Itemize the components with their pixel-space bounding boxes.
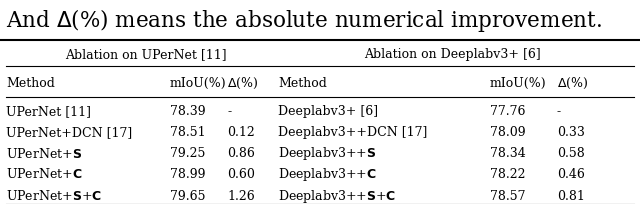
Text: 77.76: 77.76 (490, 105, 525, 118)
Text: Ablation on UPerNet [11]: Ablation on UPerNet [11] (65, 48, 227, 61)
Text: mIoU(%): mIoU(%) (170, 76, 226, 89)
Text: 78.09: 78.09 (490, 125, 525, 138)
Text: UPerNet+$\mathbf{C}$: UPerNet+$\mathbf{C}$ (6, 166, 83, 180)
Text: 78.57: 78.57 (490, 189, 525, 202)
Text: Deeplabv3++$\mathbf{S}$: Deeplabv3++$\mathbf{S}$ (278, 145, 377, 161)
Text: 0.33: 0.33 (557, 125, 585, 138)
Text: 78.22: 78.22 (490, 167, 525, 180)
Text: 78.51: 78.51 (170, 125, 205, 138)
Text: -: - (227, 105, 231, 118)
Text: 79.65: 79.65 (170, 189, 205, 202)
Text: $\Delta$(%): $\Delta$(%) (557, 75, 588, 90)
Text: $\Delta$(%): $\Delta$(%) (227, 75, 259, 90)
Text: 78.99: 78.99 (170, 167, 205, 180)
Text: 0.12: 0.12 (227, 125, 255, 138)
Text: 78.34: 78.34 (490, 146, 525, 160)
Text: 0.58: 0.58 (557, 146, 584, 160)
Text: mIoU(%): mIoU(%) (490, 76, 546, 89)
Text: 0.81: 0.81 (557, 189, 585, 202)
Text: Deeplabv3++$\mathbf{C}$: Deeplabv3++$\mathbf{C}$ (278, 165, 377, 182)
Text: 0.86: 0.86 (227, 146, 255, 160)
Text: 0.60: 0.60 (227, 167, 255, 180)
Text: Deeplabv3++$\mathbf{S}$+$\mathbf{C}$: Deeplabv3++$\mathbf{S}$+$\mathbf{C}$ (278, 187, 397, 204)
Text: UPerNet+DCN [17]: UPerNet+DCN [17] (6, 125, 132, 138)
Text: Method: Method (278, 76, 327, 89)
Text: 79.25: 79.25 (170, 146, 205, 160)
Text: UPerNet [11]: UPerNet [11] (6, 105, 92, 118)
Text: -: - (557, 105, 561, 118)
Text: 1.26: 1.26 (227, 189, 255, 202)
Text: 78.39: 78.39 (170, 105, 205, 118)
Text: Deeplabv3++DCN [17]: Deeplabv3++DCN [17] (278, 125, 428, 138)
Text: And $\Delta$(%) means the absolute numerical improvement.: And $\Delta$(%) means the absolute numer… (6, 7, 602, 34)
Text: Method: Method (6, 76, 55, 89)
Text: UPerNet+$\mathbf{S}$+$\mathbf{C}$: UPerNet+$\mathbf{S}$+$\mathbf{C}$ (6, 188, 102, 202)
Text: Deeplabv3+ [6]: Deeplabv3+ [6] (278, 105, 378, 118)
Text: Ablation on Deeplabv3+ [6]: Ablation on Deeplabv3+ [6] (364, 48, 541, 61)
Text: UPerNet+$\mathbf{S}$: UPerNet+$\mathbf{S}$ (6, 146, 83, 160)
Text: 0.46: 0.46 (557, 167, 585, 180)
